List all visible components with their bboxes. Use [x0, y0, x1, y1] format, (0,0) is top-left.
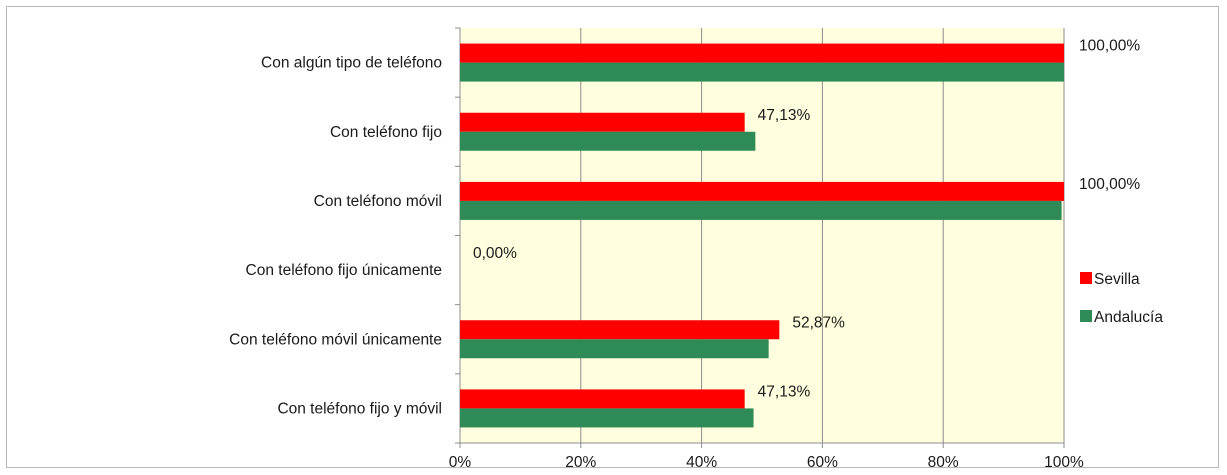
data-label: 47,13% — [758, 383, 811, 400]
legend-swatch-sevilla — [1080, 272, 1092, 284]
x-tick-label: 60% — [807, 454, 838, 471]
category-label: Con algún tipo de teléfono — [261, 55, 442, 72]
x-tick-label: 0% — [449, 454, 472, 471]
category-label: Con teléfono fijo únicamente — [246, 262, 442, 279]
x-tick-label: 80% — [928, 454, 959, 471]
bar-andalucía — [460, 339, 769, 359]
data-label: 52,87% — [792, 314, 845, 331]
data-label: 100,00% — [1079, 38, 1140, 55]
category-label: Con teléfono móvil — [314, 193, 442, 210]
bar-sevilla — [460, 112, 745, 132]
x-tick-label: 20% — [565, 454, 596, 471]
x-tick-label: 40% — [686, 454, 717, 471]
bar-sevilla — [460, 320, 780, 340]
bar-sevilla — [460, 181, 1064, 201]
legend-swatch-andalucía — [1080, 310, 1092, 322]
bar-andalucía — [460, 408, 754, 428]
bar-sevilla — [460, 389, 745, 409]
category-label: Con teléfono móvil únicamente — [229, 331, 442, 348]
bar-andalucía — [460, 200, 1062, 220]
bar-andalucía — [460, 62, 1064, 82]
bar-sevilla — [460, 43, 1064, 63]
category-label: Con teléfono fijo — [330, 124, 442, 141]
plot-area — [460, 28, 1064, 443]
data-label: 0,00% — [473, 245, 517, 262]
x-tick-label: 100% — [1044, 454, 1084, 471]
data-label: 100,00% — [1079, 176, 1140, 193]
legend-label: Andalucía — [1094, 309, 1163, 326]
legend-label: Sevilla — [1094, 271, 1140, 288]
bar-andalucía — [460, 131, 756, 151]
category-label: Con teléfono fijo y móvil — [277, 400, 442, 417]
data-label: 47,13% — [758, 107, 811, 124]
